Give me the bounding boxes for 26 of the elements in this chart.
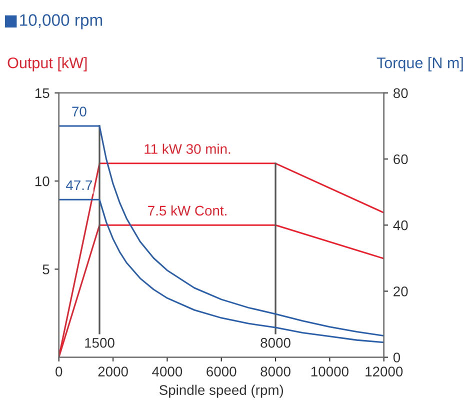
data-label: 47.7 (66, 180, 92, 190)
ref-line-label: 1500 (85, 338, 114, 348)
y2-tick-label: 20 (394, 286, 408, 296)
x-tick-label: 10000 (311, 366, 348, 376)
y-tick-label: 5 (42, 264, 50, 274)
x-tick-label: 2000 (98, 366, 128, 376)
y-axis-title: Output [kW] (8, 57, 87, 72)
x-tick-label: 0 (56, 366, 62, 376)
chart-title: 10,000 rpm (20, 14, 102, 30)
data-label: 70 (72, 106, 86, 116)
series-label: 11 kW 30 min. (144, 144, 230, 154)
ref-line-label: 8000 (260, 338, 290, 348)
y2-tick-label: 60 (394, 154, 408, 164)
line-series (58, 125, 384, 337)
y2-tick-label: 80 (393, 88, 408, 98)
y-tick-label: 15 (35, 88, 50, 98)
x-tick-label: 4000 (152, 366, 182, 376)
y-tick-label: 10 (35, 176, 50, 186)
x-axis-title: Spindle speed (rpm) (159, 384, 284, 398)
x-tick-label: 8000 (260, 366, 290, 376)
series-label: 7.5 kW Cont. (148, 205, 226, 216)
y2-tick-label: 40 (393, 220, 408, 230)
y2-axis-title: Torque [N m] (376, 57, 463, 72)
x-tick-label: 6000 (206, 366, 236, 376)
x-tick-label: 12000 (366, 366, 403, 376)
y2-tick-label: 0 (393, 352, 400, 362)
